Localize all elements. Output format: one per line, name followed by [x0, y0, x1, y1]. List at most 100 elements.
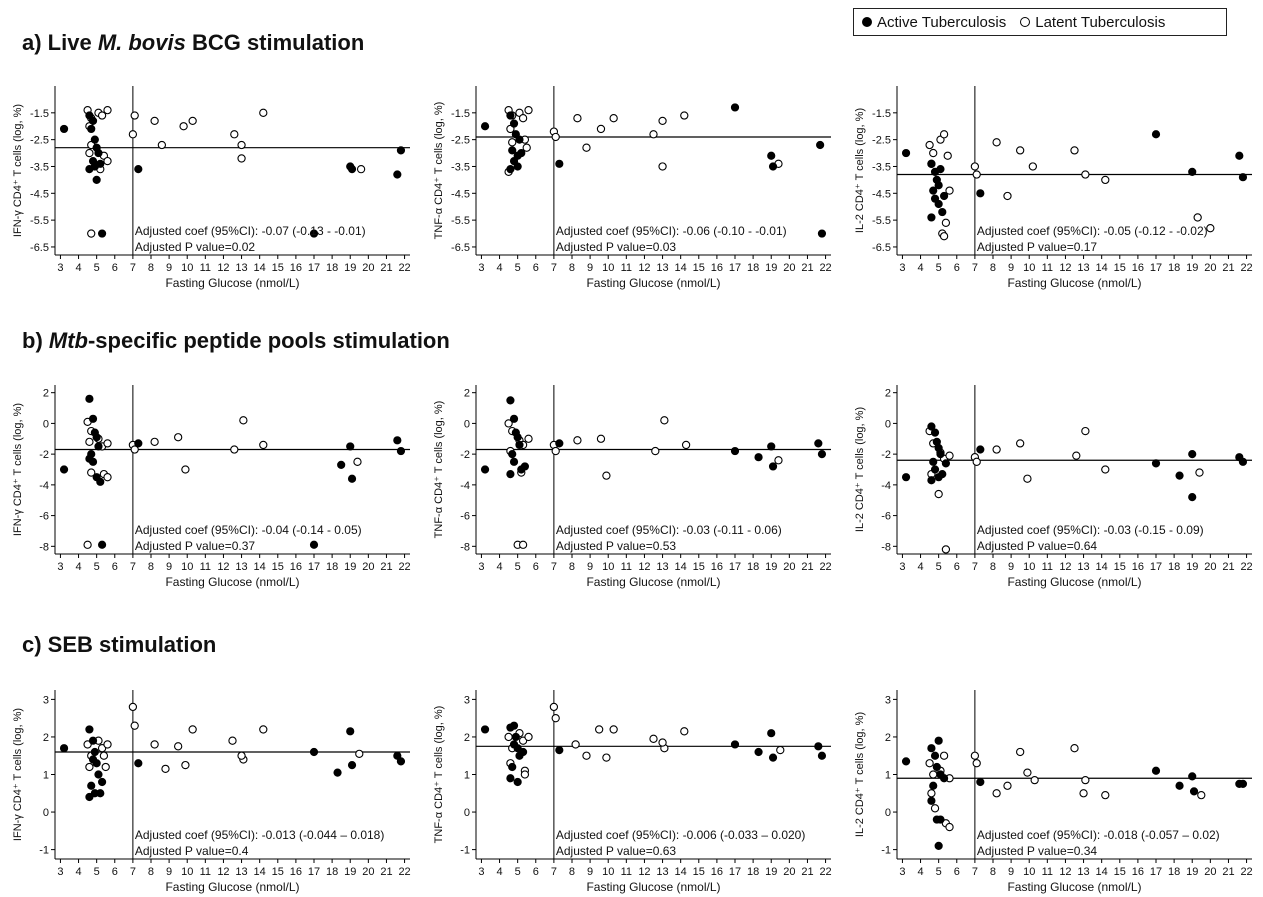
latent-tb-point [595, 725, 604, 734]
x-tick-label: 9 [166, 866, 172, 878]
latent-tb-point [945, 451, 954, 460]
latent-tb-point [239, 416, 248, 425]
x-tick-label: 5 [515, 262, 521, 274]
x-tick-label: 10 [1023, 262, 1035, 274]
active-tb-point [930, 465, 940, 474]
x-tick-label: 18 [747, 262, 759, 274]
active-tb-point [92, 433, 101, 442]
x-tick-label: 15 [693, 866, 705, 878]
latent-tb-point [1070, 744, 1079, 753]
x-tick-label: 14 [1096, 866, 1108, 878]
section-a-italic: M. bovis [97, 30, 186, 55]
annotation-text: Adjusted coef (95%CI): -0.018 (-0.057 – … [977, 828, 1220, 842]
latent-tb-point [649, 734, 658, 743]
latent-tb-point [970, 162, 980, 171]
latent-tb-point [609, 114, 618, 123]
x-tick-label: 6 [954, 866, 960, 878]
active-tb-point [134, 439, 143, 448]
annotation-text: Adjusted P value=0.02 [135, 240, 256, 254]
active-tb-point [555, 439, 564, 448]
x-tick-label: 12 [1059, 262, 1071, 274]
active-tb-point [309, 747, 319, 757]
x-tick-label: 11 [621, 262, 632, 274]
x-tick-label: 18 [326, 866, 338, 878]
active-tb-point [513, 433, 522, 442]
section-b-prefix: b) [22, 328, 49, 353]
y-tick-label: 3 [464, 694, 470, 706]
x-tick-label: 22 [398, 561, 410, 573]
active-tb-point [506, 774, 515, 783]
active-tb-point [506, 470, 515, 479]
x-tick-label: 22 [819, 561, 831, 573]
y-tick-label: -4 [460, 480, 470, 492]
x-tick-label: 11 [200, 561, 211, 573]
y-tick-label: -2.5 [30, 135, 49, 147]
y-tick-label: 2 [464, 732, 470, 744]
y-axis-label: IL-2 CD4⁺ T cells (log, %) [854, 108, 866, 233]
active-tb-point [96, 159, 105, 168]
active-tb-point [938, 207, 947, 217]
y-tick-label: -1.5 [451, 108, 470, 120]
latent-tb-point [774, 456, 783, 465]
latent-tb-point [508, 138, 517, 147]
latent-tb-point [609, 725, 618, 734]
x-tick-label: 12 [217, 866, 229, 878]
latent-tb-point [945, 186, 954, 195]
latent-tb-point [504, 419, 513, 428]
active-tb-point [901, 473, 911, 482]
active-tb-point [508, 450, 517, 459]
latent-tb-point [237, 154, 246, 163]
latent-tb-point [1023, 474, 1032, 483]
latent-tb-point [524, 105, 533, 115]
x-tick-label: 20 [783, 262, 795, 274]
active-tb-point [347, 474, 357, 483]
active-tb-point [346, 442, 355, 451]
latent-tb-point [992, 138, 1001, 147]
y-tick-label: -2 [460, 449, 470, 461]
active-tb-point [396, 146, 406, 155]
x-tick-label: 14 [675, 866, 687, 878]
active-tb-point [767, 151, 776, 160]
x-tick-label: 19 [765, 866, 777, 878]
x-tick-label: 5 [515, 866, 521, 878]
x-tick-label: 15 [693, 262, 705, 274]
latent-tb-point [602, 471, 611, 480]
x-tick-label: 17 [308, 561, 320, 573]
latent-tb-point [939, 751, 949, 760]
latent-tb-point [85, 762, 94, 772]
latent-tb-point [97, 111, 107, 120]
x-tick-label: 19 [1186, 866, 1198, 878]
active-tb-point [929, 781, 938, 790]
section-b-suffix: -specific peptide pools stimulation [87, 328, 450, 353]
active-tb-point [1188, 167, 1197, 176]
scatter-chart-9: 3 4 5 6 7 8 9 10 11 12 13 14 15 16 17 18 19 20 21 223210-1F… [854, 690, 1253, 894]
active-tb-point [901, 148, 911, 158]
active-tb-point [506, 165, 515, 174]
annotation-text: Adjusted coef (95%CI): -0.006 (-0.033 – … [556, 828, 805, 842]
x-tick-label: 13 [656, 262, 668, 274]
x-tick-label: 12 [217, 262, 229, 274]
latent-tb-point [237, 140, 246, 150]
x-tick-label: 16 [290, 866, 302, 878]
x-tick-label: 11 [1042, 866, 1053, 878]
x-tick-label: 9 [1008, 866, 1014, 878]
active-tb-point [85, 165, 94, 174]
x-tick-label: 5 [94, 561, 100, 573]
active-tb-point [927, 744, 936, 753]
x-tick-label: 16 [290, 561, 302, 573]
section-b-italic: Mtb [48, 328, 88, 353]
latent-tb-point [181, 465, 190, 474]
x-tick-label: 10 [181, 866, 193, 878]
active-tb-point [509, 740, 519, 749]
active-tb-point [927, 796, 936, 805]
y-tick-label: 0 [43, 418, 49, 430]
y-tick-label: -2 [39, 449, 49, 461]
x-tick-label: 6 [533, 866, 539, 878]
active-tb-point [97, 540, 107, 549]
active-tb-point [936, 450, 945, 459]
annotation-text: Adjusted P value=0.34 [977, 844, 1098, 858]
latent-tb-point [1101, 465, 1110, 474]
x-tick-label: 21 [1222, 866, 1234, 878]
active-tb-point [934, 736, 943, 745]
x-tick-label: 10 [181, 561, 193, 573]
